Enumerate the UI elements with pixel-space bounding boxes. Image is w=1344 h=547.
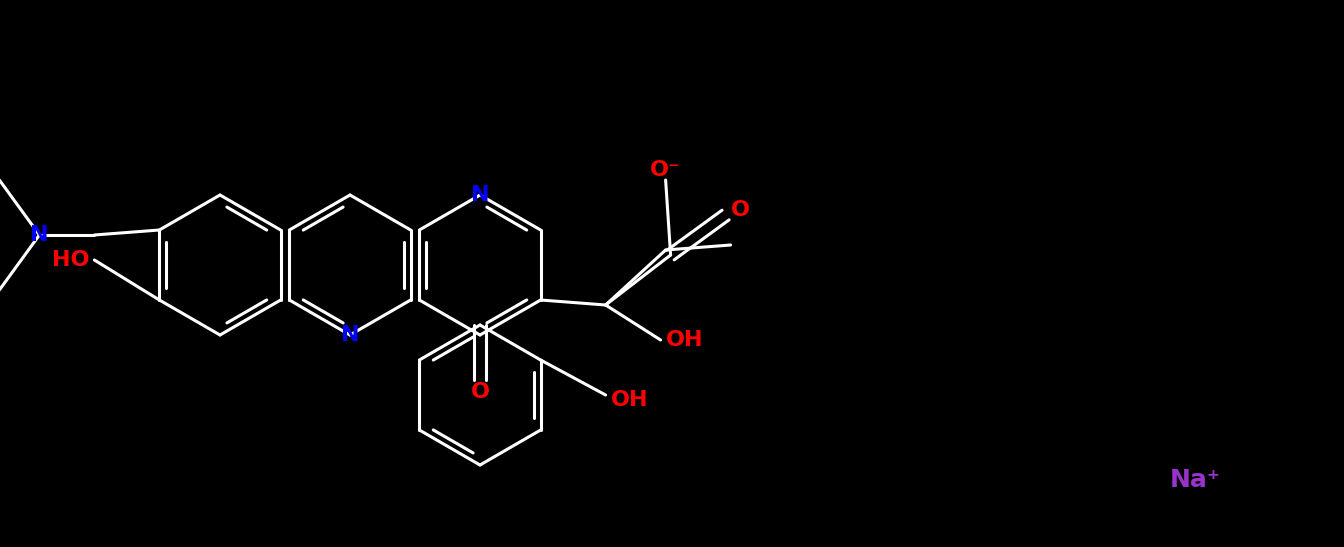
Text: N: N <box>30 225 48 245</box>
Text: N: N <box>470 185 489 205</box>
Text: HO: HO <box>52 250 90 270</box>
Text: O⁻: O⁻ <box>650 160 681 180</box>
Text: Na⁺: Na⁺ <box>1169 468 1220 492</box>
Text: N: N <box>341 325 359 345</box>
Text: O: O <box>731 200 750 220</box>
Text: OH: OH <box>610 390 648 410</box>
Text: O: O <box>470 382 489 402</box>
Text: OH: OH <box>665 330 703 350</box>
